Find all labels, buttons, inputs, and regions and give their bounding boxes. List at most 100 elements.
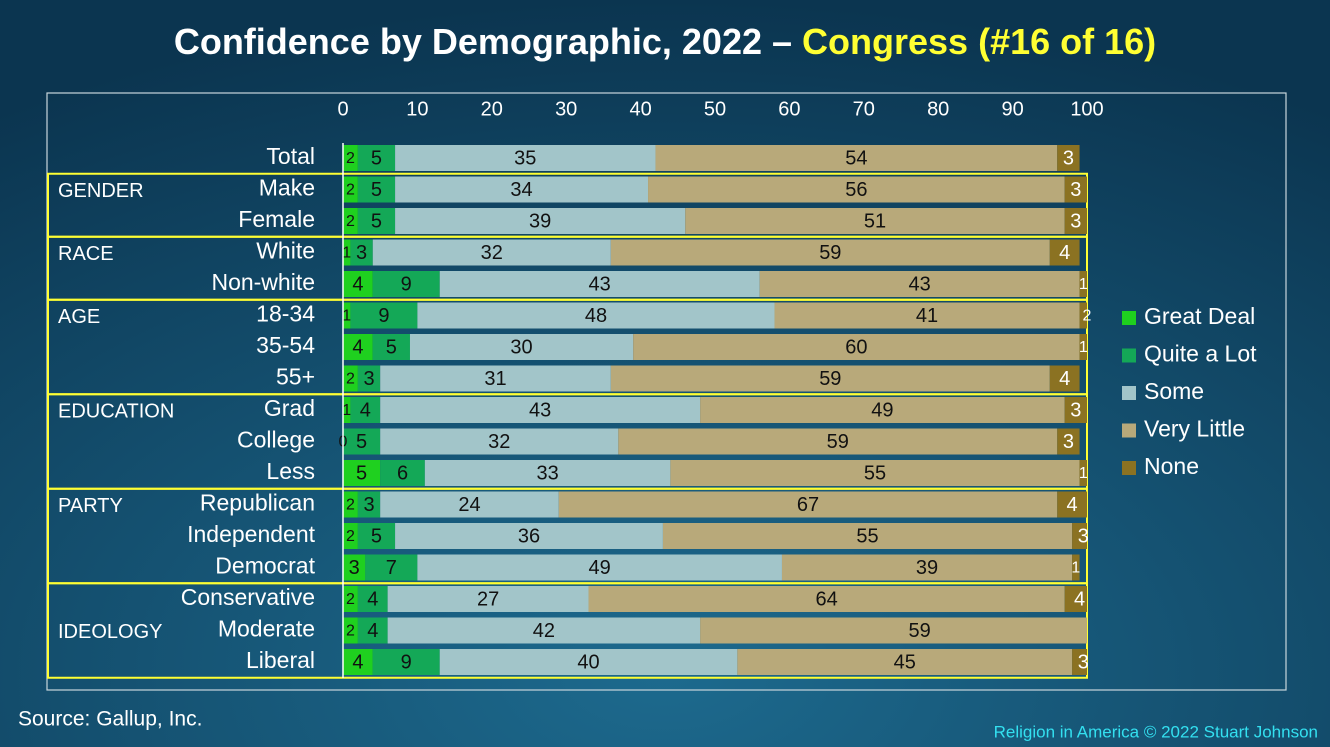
bar-segment <box>1072 649 1087 675</box>
data-label: 31 <box>484 368 506 390</box>
data-label: 36 <box>518 525 540 547</box>
data-label: 32 <box>488 431 510 453</box>
bar-segment <box>357 617 388 644</box>
data-label: 5 <box>356 431 367 453</box>
x-tick-label: 20 <box>481 98 503 120</box>
bar-segment <box>774 302 1080 329</box>
title-highlight: Congress (#16 of 16) <box>802 21 1156 62</box>
legend-swatch <box>1122 348 1136 363</box>
bar-segment <box>1064 176 1087 203</box>
data-label: 2 <box>346 182 355 199</box>
bar-segment <box>1049 239 1080 266</box>
bar-segment <box>439 649 738 675</box>
group-label: AGE <box>58 306 100 328</box>
legend-swatch <box>1122 311 1136 325</box>
bar-segment <box>424 460 671 486</box>
data-label: 5 <box>371 147 382 169</box>
y-tick-label: Republican <box>200 490 315 516</box>
data-label: 27 <box>477 588 499 610</box>
data-label: 2 <box>346 497 355 514</box>
y-tick-label: 55+ <box>276 364 315 390</box>
x-tick-label: 50 <box>704 98 726 120</box>
y-tick-label: Grad <box>264 395 315 421</box>
legend: Great Deal Quite a Lot Some Very Little None <box>1122 303 1257 479</box>
data-label: 3 <box>349 557 360 579</box>
y-tick-label: Make <box>259 175 315 201</box>
bar-segment <box>343 491 358 518</box>
data-label: 67 <box>797 494 819 516</box>
data-label: 4 <box>367 620 378 642</box>
bar-segment <box>343 428 381 455</box>
bar-segment <box>417 302 775 329</box>
bar-segment <box>357 208 396 234</box>
data-label: 2 <box>346 213 355 230</box>
bar-segment <box>633 334 1080 360</box>
data-label: 4 <box>352 273 363 295</box>
bar-segment <box>588 586 1065 612</box>
data-label: 34 <box>510 179 532 201</box>
x-tick-label: 60 <box>778 98 800 120</box>
data-label: 3 <box>1078 525 1089 547</box>
data-label: 3 <box>1063 431 1074 453</box>
data-label: 59 <box>827 431 849 453</box>
data-label: 9 <box>401 273 412 295</box>
data-label: 2 <box>346 528 355 545</box>
bar-segment <box>343 302 351 329</box>
x-tick-label: 0 <box>337 98 348 120</box>
data-label: 1 <box>1079 276 1088 293</box>
data-label: 1 <box>342 308 351 325</box>
data-label: 4 <box>1059 368 1070 390</box>
y-tick-label: White <box>256 238 315 264</box>
bar-segment <box>343 554 366 581</box>
data-label: 56 <box>845 179 867 201</box>
bar-segment <box>380 397 701 423</box>
y-tick-label: Independent <box>187 521 316 547</box>
bar-segment <box>1079 302 1087 329</box>
bar-segment <box>685 208 1065 234</box>
data-label: 1 <box>342 245 351 262</box>
bar-segment <box>380 365 611 392</box>
group-label: GENDER <box>58 180 144 202</box>
bar-segment <box>357 365 381 392</box>
bar-segment <box>343 271 373 297</box>
data-label: 30 <box>510 336 532 358</box>
bar-segment <box>655 145 1058 171</box>
y-tick-label: Conservative <box>181 584 315 610</box>
data-label: 4 <box>1059 242 1070 264</box>
x-tick-label: 80 <box>927 98 949 120</box>
data-label: 54 <box>845 147 867 169</box>
title-main: Confidence by Demographic, 2022 – <box>174 21 792 62</box>
bar-segment <box>1049 365 1080 392</box>
data-label: 60 <box>845 336 867 358</box>
data-label: 59 <box>908 620 930 642</box>
x-tick-label: 90 <box>1001 98 1023 120</box>
bar-segment <box>357 586 388 612</box>
bar-segment <box>662 523 1073 549</box>
data-label: 2 <box>346 591 355 608</box>
data-label: 43 <box>908 273 930 295</box>
y-tick-label: Total <box>266 143 315 169</box>
credit: Religion in America © 2022 Stuart Johnso… <box>994 722 1318 741</box>
legend-swatch <box>1122 386 1136 400</box>
bar-segment <box>350 302 418 329</box>
bar-segment <box>618 428 1058 455</box>
y-tick-label: Moderate <box>218 616 315 642</box>
bar-segment <box>357 523 396 549</box>
bar-segment <box>759 271 1080 297</box>
data-label: 5 <box>371 525 382 547</box>
bar-segment <box>1079 271 1087 297</box>
data-label: 48 <box>585 305 607 327</box>
data-label: 7 <box>386 557 397 579</box>
bar-segment <box>343 586 358 612</box>
data-label: 49 <box>589 557 611 579</box>
data-label: 55 <box>864 462 886 484</box>
data-label: 39 <box>916 557 938 579</box>
x-tick-label: 70 <box>853 98 875 120</box>
legend-swatch <box>1122 423 1136 438</box>
data-label: 42 <box>533 620 555 642</box>
bar-segment <box>372 239 611 266</box>
bar-segment <box>395 176 649 203</box>
data-label: 4 <box>352 336 363 358</box>
bar-segment <box>1057 491 1087 518</box>
